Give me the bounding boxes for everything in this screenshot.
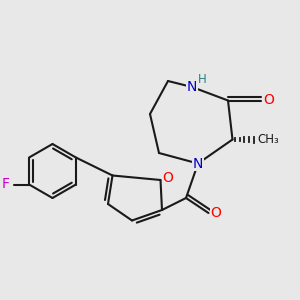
Text: CH₃: CH₃ (258, 133, 279, 146)
Text: N: N (187, 80, 197, 94)
Text: F: F (2, 178, 10, 191)
Text: N: N (193, 157, 203, 170)
Text: O: O (163, 172, 173, 185)
Text: O: O (263, 94, 274, 107)
Text: H: H (198, 73, 207, 86)
Text: O: O (211, 206, 221, 220)
